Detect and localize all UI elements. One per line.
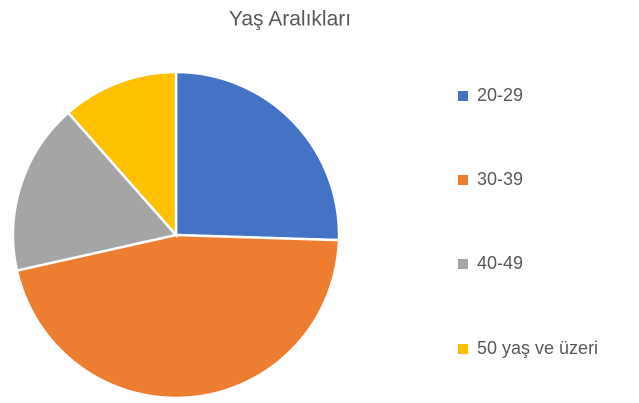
legend-swatch (458, 175, 468, 185)
legend-swatch (458, 259, 468, 269)
pie-slice (174, 70, 341, 242)
pie-slice (11, 110, 179, 273)
legend-label: 50 yaş ve üzeri (477, 338, 598, 358)
legend-swatch (458, 344, 468, 354)
legend-label: 40-49 (477, 253, 523, 273)
chart-title: Yaş Aralıkları (229, 8, 351, 31)
pie-slice (66, 70, 178, 239)
legend-swatch (458, 91, 468, 101)
legend-label: 20-29 (477, 85, 523, 105)
legend-label: 30-39 (477, 169, 523, 189)
pie-slice (15, 233, 341, 400)
